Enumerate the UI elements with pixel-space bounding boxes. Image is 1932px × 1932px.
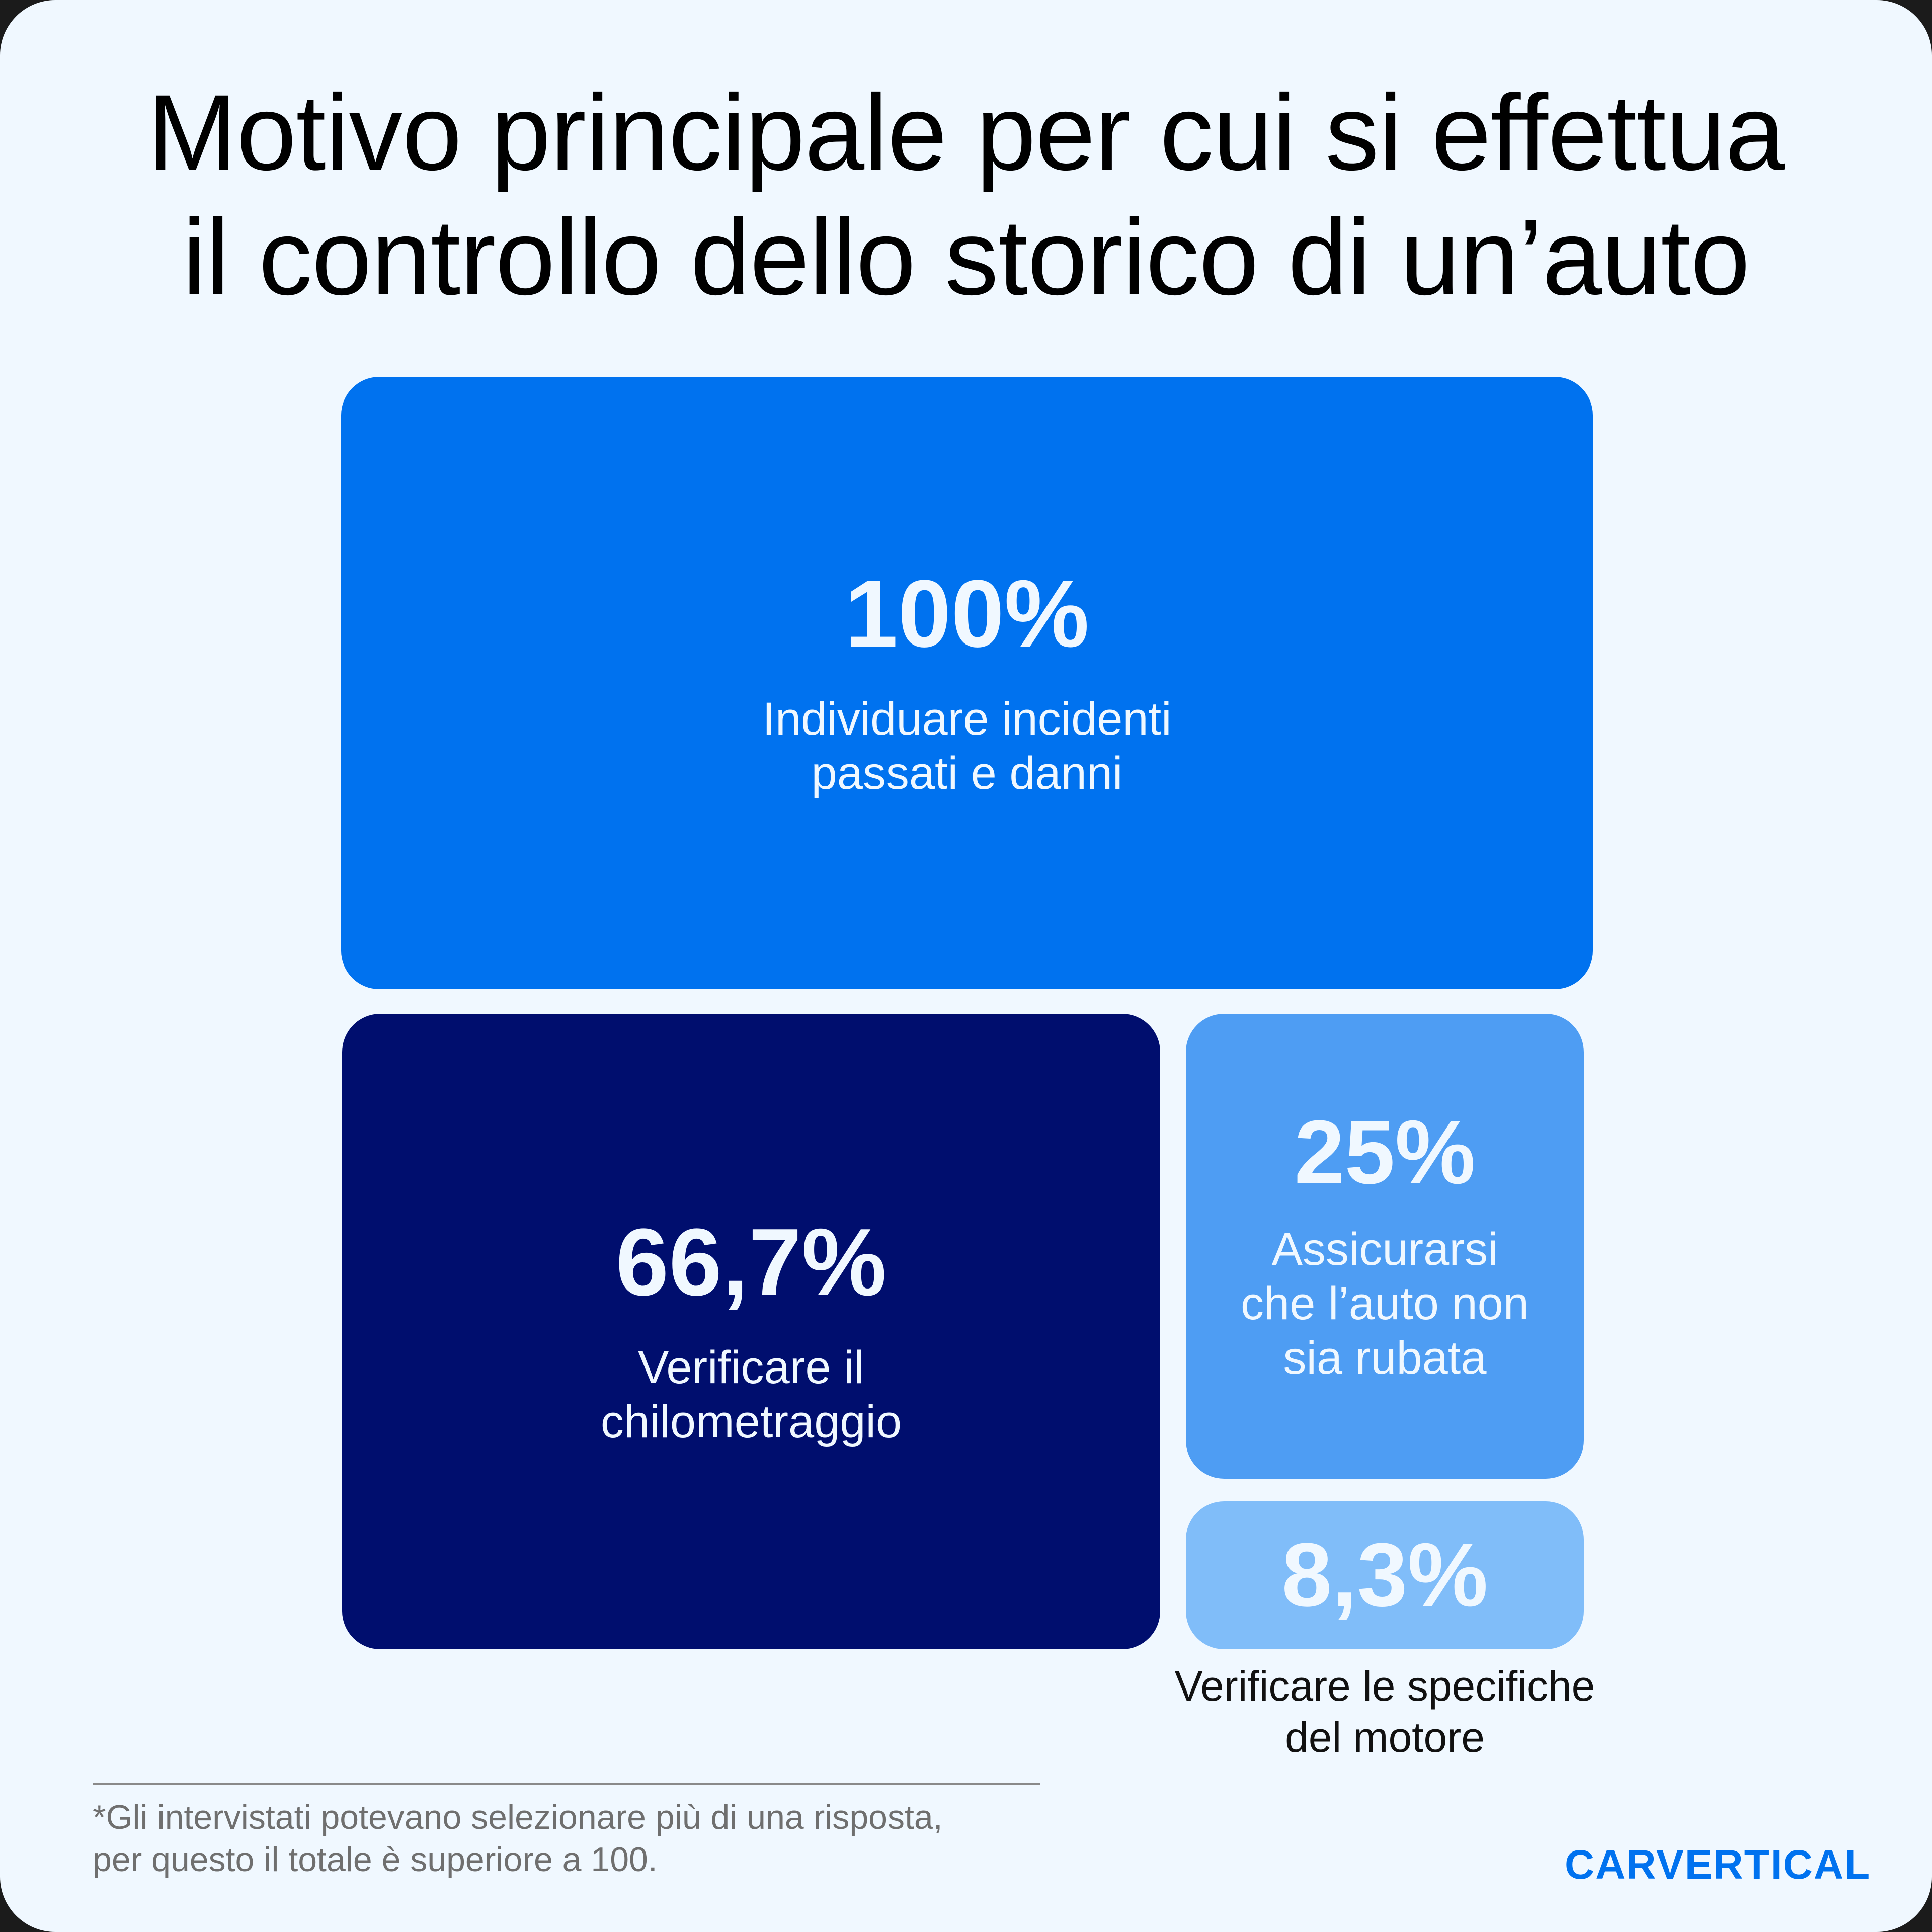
box-label: Assicurarsi che l’auto non sia rubata <box>1241 1222 1529 1385</box>
title-line-2: il controllo dello storico di un’auto <box>182 197 1750 317</box>
footnote-line: per questo il totale è superiore a 100. <box>93 1840 658 1879</box>
treemap-box-stolen: 25% Assicurarsi che l’auto non sia rubat… <box>1186 1014 1584 1479</box>
footnote-line: *Gli intervistati potevano selezionare p… <box>93 1798 943 1836</box>
title-line-1: Motivo principale per cui si effettua <box>147 72 1785 193</box>
box-value: 25% <box>1294 1102 1476 1203</box>
box-value: 8,3% <box>1281 1524 1488 1626</box>
box-label-line: Individuare incidenti <box>762 693 1172 745</box>
carvertical-logo: CARVERTICAL <box>1565 1842 1871 1888</box>
box-label-line: del motore <box>1285 1714 1485 1761</box>
treemap-box-accidents: 100% Individuare incidenti passati e dan… <box>341 377 1593 989</box>
box-label-line: sia rubata <box>1283 1332 1487 1384</box>
box-label-line: Assicurarsi <box>1271 1224 1498 1275</box>
footnote-divider <box>93 1783 1040 1785</box>
engine-box-external-label: Verificare le specifiche del motore <box>1136 1660 1634 1763</box>
box-value: 100% <box>845 560 1089 667</box>
treemap-box-mileage: 66,7% Verificare il chilometraggio <box>342 1014 1160 1649</box>
page-title: Motivo principale per cui si effettua il… <box>0 70 1932 320</box>
box-label: Individuare incidenti passati e danni <box>762 692 1171 800</box>
box-label-line: passati e danni <box>811 747 1123 799</box>
treemap-box-engine: 8,3% <box>1186 1501 1584 1649</box>
box-label-line: Verificare le specifiche <box>1174 1662 1595 1710</box>
footnote: *Gli intervistati potevano selezionare p… <box>93 1796 1099 1881</box>
box-value: 66,7% <box>615 1209 887 1316</box>
box-label-line: Verificare il <box>638 1341 864 1393</box>
box-label: Verificare il chilometraggio <box>601 1340 902 1449</box>
box-label-line: chilometraggio <box>600 1396 902 1447</box>
box-label-line: che l’auto non <box>1241 1278 1529 1329</box>
